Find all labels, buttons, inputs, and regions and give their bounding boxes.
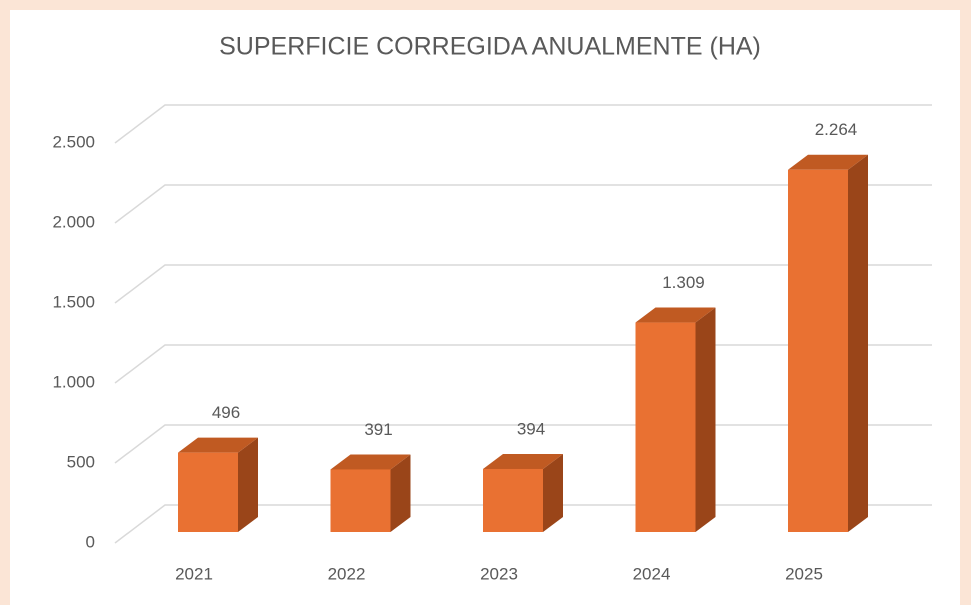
value-label: 496 <box>212 403 240 422</box>
bar-top <box>330 454 411 470</box>
y-tick-label: 2.000 <box>52 212 95 231</box>
bar-side <box>238 437 258 532</box>
bar <box>330 469 391 532</box>
bar-side <box>695 307 716 532</box>
bar <box>635 322 696 532</box>
value-label: 394 <box>517 419 545 438</box>
value-label: 391 <box>364 420 392 439</box>
grid-line <box>114 104 932 144</box>
y-tick-label: 0 <box>86 532 95 551</box>
bar <box>178 452 238 532</box>
x-tick-label: 2023 <box>480 564 518 583</box>
x-tick-label: 2024 <box>633 564 671 583</box>
bar-side <box>848 154 868 532</box>
bar-top <box>788 154 868 170</box>
y-tick-label: 2.500 <box>52 132 95 151</box>
x-tick-label: 2025 <box>785 564 823 583</box>
chart-title: SUPERFICIE CORREGIDA ANUALMENTE (HA) <box>219 33 761 61</box>
y-tick-label: 1.000 <box>52 372 95 391</box>
bar-top <box>178 437 258 453</box>
bar-top <box>635 307 716 323</box>
grid-line <box>114 264 932 304</box>
y-tick-label: 1.500 <box>52 292 95 311</box>
value-label: 1.309 <box>662 273 705 292</box>
bar <box>483 468 543 532</box>
y-tick-label: 500 <box>67 452 95 471</box>
grid-line <box>114 184 932 224</box>
x-tick-label: 2021 <box>175 564 213 583</box>
bar-side <box>390 454 411 532</box>
x-tick-label: 2022 <box>328 564 366 583</box>
bar-top <box>483 453 563 469</box>
value-label: 2.264 <box>815 120 858 139</box>
bar-side <box>543 453 563 532</box>
bar <box>788 169 848 532</box>
